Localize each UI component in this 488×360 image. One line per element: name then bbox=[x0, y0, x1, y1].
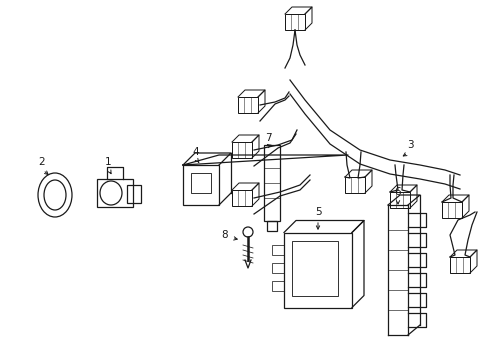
Bar bbox=[271, 262, 284, 273]
Bar bbox=[345, 177, 364, 193]
Bar bbox=[271, 244, 284, 255]
Text: 6: 6 bbox=[394, 187, 401, 197]
Bar bbox=[264, 145, 280, 221]
Bar bbox=[449, 257, 469, 273]
Text: 8: 8 bbox=[221, 230, 228, 240]
Bar bbox=[271, 280, 284, 291]
Bar bbox=[266, 221, 276, 231]
Text: 4: 4 bbox=[192, 147, 199, 157]
Text: 1: 1 bbox=[104, 157, 111, 167]
Bar bbox=[285, 14, 305, 30]
Bar bbox=[389, 192, 409, 208]
Bar bbox=[127, 185, 141, 203]
Bar bbox=[231, 142, 251, 158]
Text: 3: 3 bbox=[406, 140, 412, 150]
Bar bbox=[238, 97, 258, 113]
Bar bbox=[441, 202, 461, 218]
Text: 7: 7 bbox=[264, 133, 271, 143]
Bar bbox=[191, 173, 210, 193]
Text: 2: 2 bbox=[39, 157, 45, 167]
Bar bbox=[291, 240, 337, 296]
Text: 5: 5 bbox=[314, 207, 321, 217]
Bar bbox=[284, 233, 351, 307]
Bar bbox=[231, 190, 251, 206]
